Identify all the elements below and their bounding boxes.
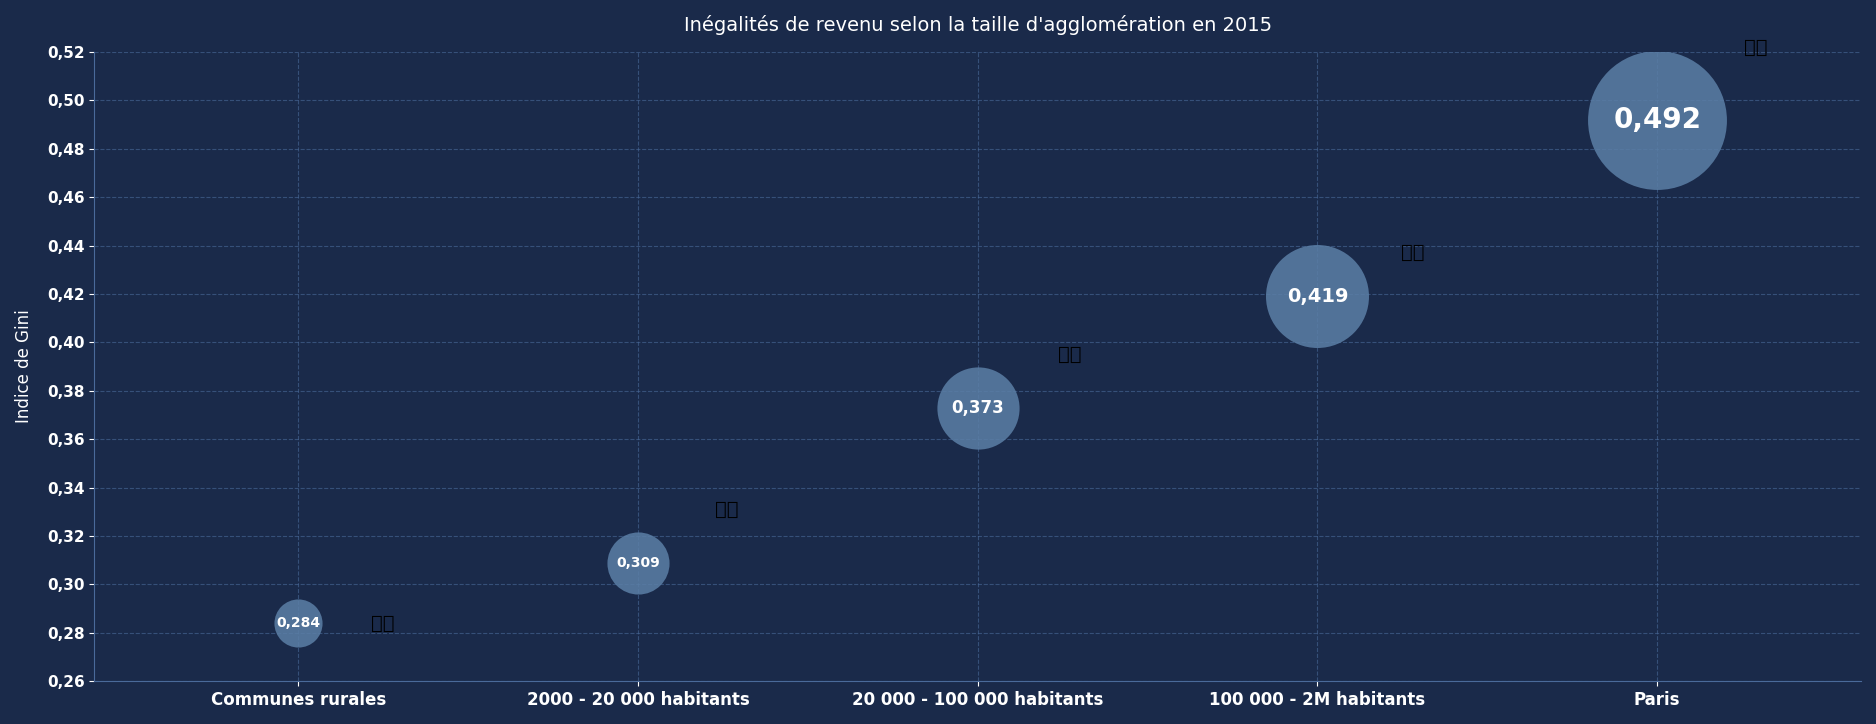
Title: Inégalités de revenu selon la taille d'agglomération en 2015: Inégalités de revenu selon la taille d'a… xyxy=(683,15,1272,35)
Y-axis label: Indice de Gini: Indice de Gini xyxy=(15,310,34,424)
Point xyxy=(1302,290,1332,302)
Text: 🇩🇪: 🇩🇪 xyxy=(715,500,737,519)
Text: 🇺🇸: 🇺🇸 xyxy=(1401,243,1424,262)
Point xyxy=(283,618,313,629)
Text: 0,492: 0,492 xyxy=(1613,106,1702,134)
Text: 0,419: 0,419 xyxy=(1287,287,1349,306)
Point xyxy=(962,402,992,413)
Point xyxy=(1642,114,1672,125)
Text: 🇧🇷: 🇧🇷 xyxy=(1745,38,1767,56)
Text: 0,373: 0,373 xyxy=(951,399,1004,417)
Text: 🇸🇪: 🇸🇪 xyxy=(371,614,394,633)
Text: 🇷🇺: 🇷🇺 xyxy=(1058,345,1081,364)
Text: 0,284: 0,284 xyxy=(276,616,321,630)
Point xyxy=(623,557,653,568)
Text: 0,309: 0,309 xyxy=(615,555,660,570)
